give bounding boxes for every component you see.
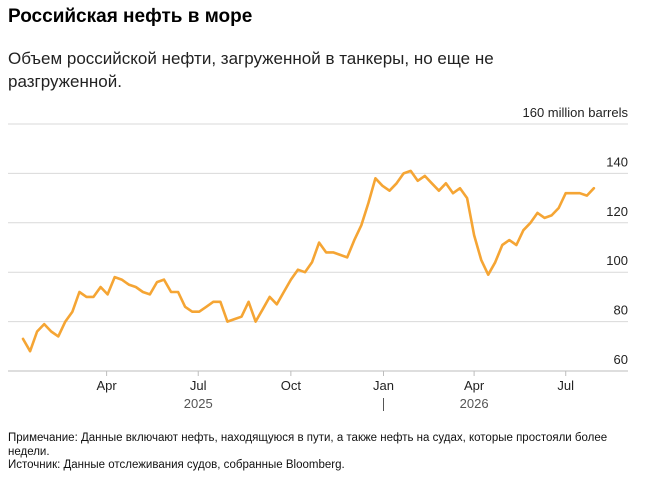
x-tick-label: Jul [190,378,207,393]
chart-footer: Примечание: Данные включают нефть, наход… [8,432,628,473]
year-label: 2026 [460,396,489,411]
series-line [21,169,596,353]
chart-subtitle: Объем российской нефти, загруженной в та… [8,49,494,91]
x-tick-label: Apr [96,378,117,393]
y-tick-label: 100 [606,253,628,268]
year-label: 2025 [184,396,213,411]
y-tick-label: 140 [606,154,628,169]
y-tick-label: 60 [614,352,628,367]
y-tick-label: 80 [614,303,628,318]
y-tick-label: 120 [606,204,628,219]
x-tick-label: Oct [281,378,302,393]
x-tick-label: Jan [373,378,394,393]
line-chart: 160 million barrels 140 120 100 80 60 Apr Jul Oc… [8,105,629,411]
chart-title: Российская нефть в море [8,6,253,27]
chart-note: Примечание: Данные включают нефть, наход… [8,432,608,458]
y-tick-label: 160 million barrels [523,105,629,120]
x-tick-label: Apr [464,378,485,393]
x-tick-label: Jul [557,378,574,393]
chart-source: Источник: Данные отслеживания судов, соб… [8,459,345,471]
